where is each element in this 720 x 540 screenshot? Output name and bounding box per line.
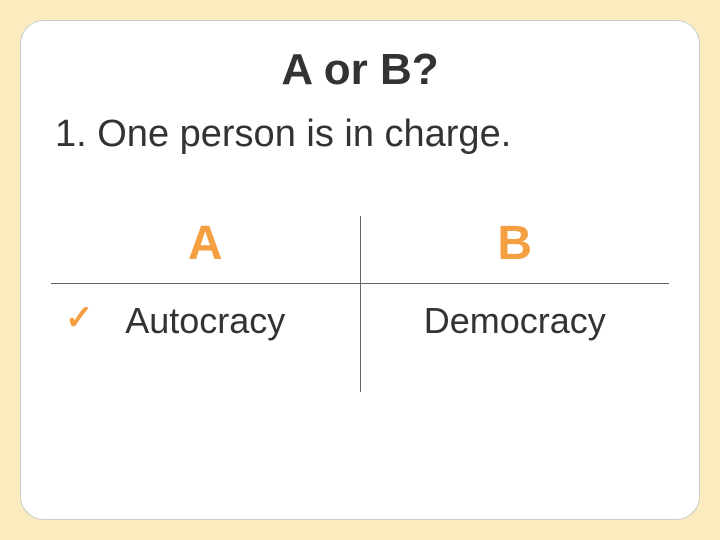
quiz-question: 1. One person is in charge. xyxy=(51,113,669,156)
option-a-value: Autocracy xyxy=(125,300,285,342)
quiz-card: A or B? 1. One person is in charge. A ✓ … xyxy=(20,20,700,520)
option-b-column: B Democracy xyxy=(361,216,670,392)
option-a-header: A xyxy=(51,216,360,283)
option-b-row: Democracy xyxy=(361,284,670,342)
quiz-title: A or B? xyxy=(51,45,669,95)
options-grid: A ✓ Autocracy B Democracy xyxy=(51,216,669,392)
option-b-value: Democracy xyxy=(424,300,606,342)
checkmark-icon: ✓ xyxy=(65,298,94,338)
option-a-row: ✓ Autocracy xyxy=(51,284,360,342)
option-b-header: B xyxy=(361,216,670,283)
option-a-column: A ✓ Autocracy xyxy=(51,216,360,392)
